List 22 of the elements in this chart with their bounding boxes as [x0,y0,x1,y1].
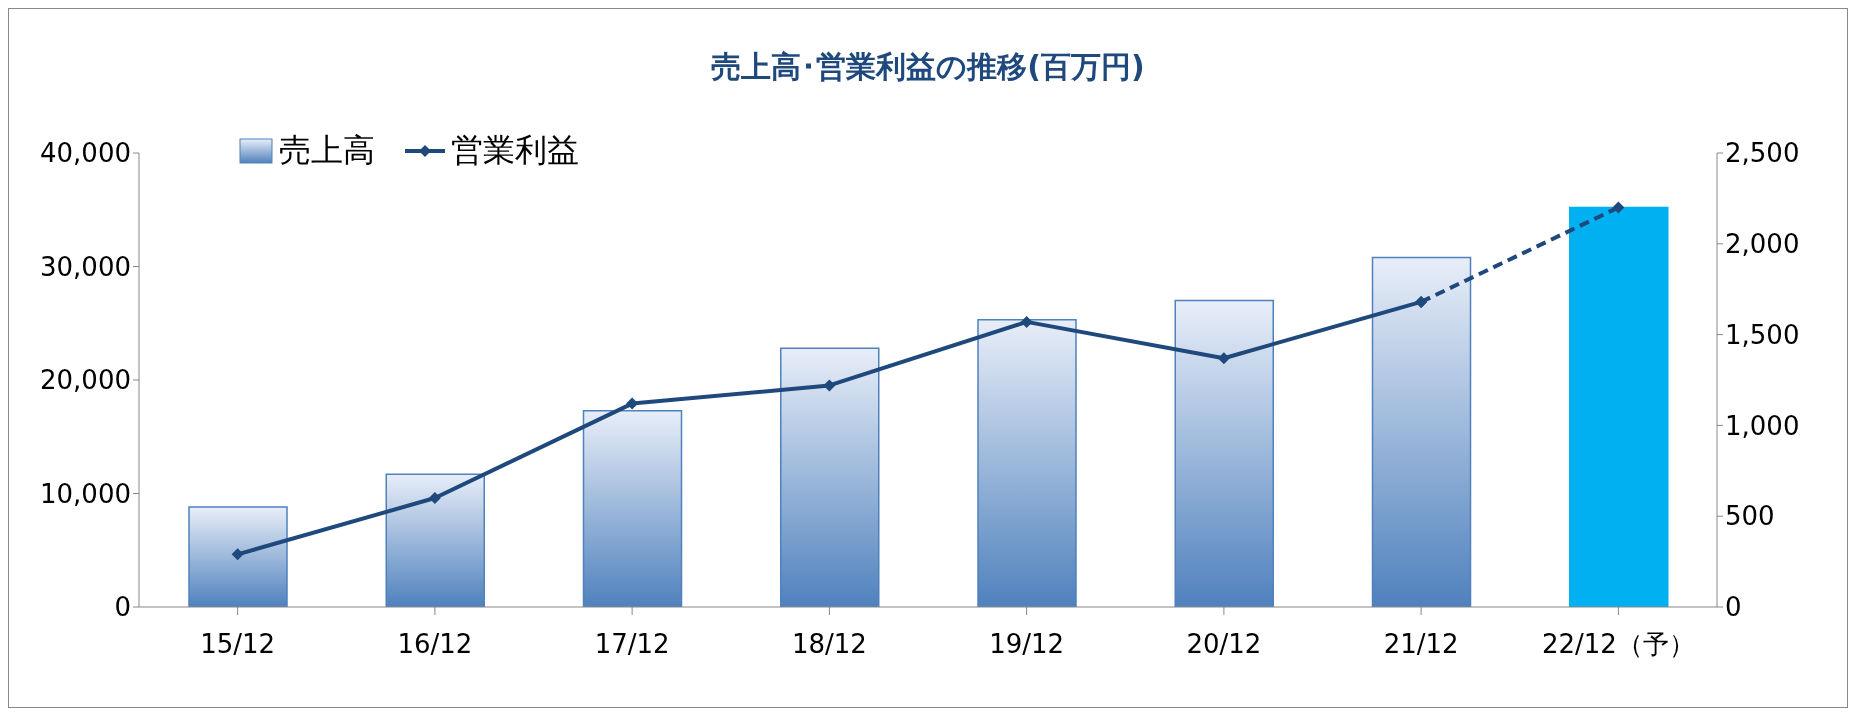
x-tick-label: 16/12 [397,629,473,660]
y-tick-label: 30,000 [40,251,131,282]
chart-title: 売上高･営業利益の推移(百万円) [710,48,1146,86]
y2-tick-label: 1,000 [1725,410,1800,441]
y2-tick-label: 2,500 [1725,138,1800,169]
y-tick-label: 0 [114,592,131,623]
legend-label: 売上高 [279,130,375,171]
y2-tick-label: 0 [1725,592,1742,623]
y2-tick-label: 1,500 [1725,319,1800,350]
x-tick-label: 20/12 [1186,629,1262,660]
y2-tick-label: 2,000 [1725,229,1800,260]
x-tick-label: 15/12 [200,629,276,660]
x-tick-label: 18/12 [791,629,867,660]
x-tick-label: 19/12 [989,629,1065,660]
y2-tick-label: 500 [1725,501,1775,532]
legend-label: 営業利益 [451,130,579,171]
y-tick-label: 20,000 [40,365,131,396]
y-tick-label: 10,000 [40,478,131,509]
x-tick-label: 21/12 [1383,629,1459,660]
x-tick-label: 17/12 [594,629,670,660]
x-tick-label: 22/12（予） [1541,629,1695,660]
y-tick-label: 40,000 [40,138,131,169]
